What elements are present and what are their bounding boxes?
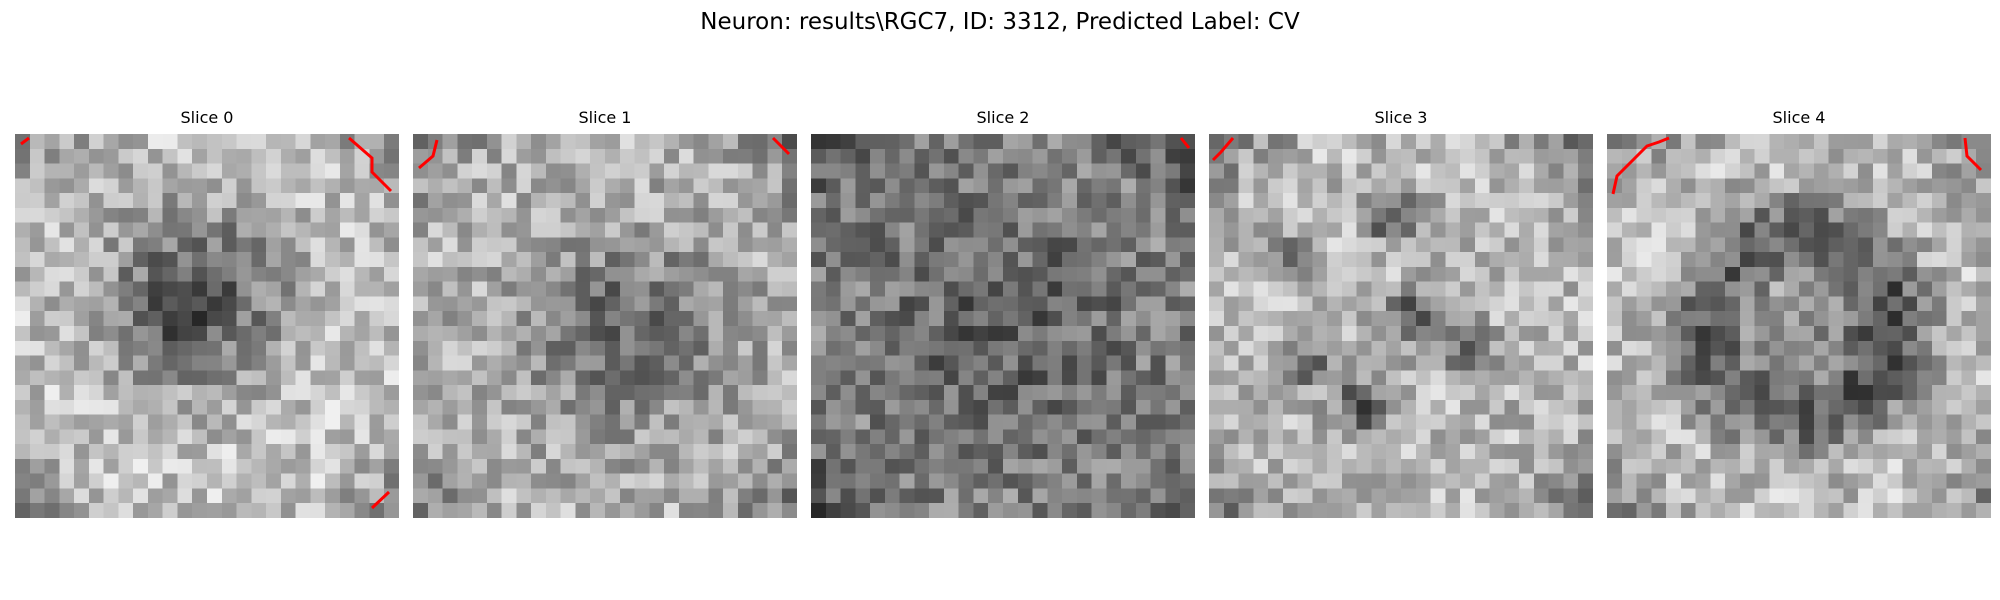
slice-image xyxy=(15,134,399,518)
slice-panel-2: Slice 2 xyxy=(811,108,1195,518)
slice-title: Slice 1 xyxy=(578,108,632,127)
red-outline-segment xyxy=(20,136,30,146)
red-outline-segment xyxy=(1211,137,1235,162)
slice-image xyxy=(811,134,1195,518)
slice-title: Slice 2 xyxy=(976,108,1030,127)
red-outline-overlay xyxy=(1611,136,1983,195)
slice-title: Slice 4 xyxy=(1772,108,1826,127)
slice-title: Slice 0 xyxy=(180,108,234,127)
figure-title: Neuron: results\RGC7, ID: 3312, Predicte… xyxy=(700,9,1300,35)
red-outline-overlay xyxy=(1179,137,1191,149)
slice-image xyxy=(413,134,797,518)
red-outline-overlay xyxy=(20,136,393,510)
slice-panel-1: Slice 1 xyxy=(413,108,797,518)
slice-image xyxy=(1607,134,1991,518)
slice-panel-3: Slice 3 xyxy=(1209,108,1593,518)
red-outline-overlay xyxy=(418,136,791,170)
red-outline-segment xyxy=(418,139,439,170)
red-outline-segment xyxy=(1963,137,1983,172)
slice-panel-0: Slice 0 xyxy=(15,108,399,518)
red-outline-segment xyxy=(1611,136,1670,195)
red-outline-segment xyxy=(348,136,393,193)
slice-image xyxy=(1209,134,1593,518)
red-outline-overlay xyxy=(1211,137,1235,162)
slice-title: Slice 3 xyxy=(1374,108,1428,127)
red-outline-segment xyxy=(771,136,791,156)
red-outline-segment xyxy=(370,490,391,510)
red-outline-segment xyxy=(1179,137,1191,149)
slice-panel-4: Slice 4 xyxy=(1607,108,1991,518)
